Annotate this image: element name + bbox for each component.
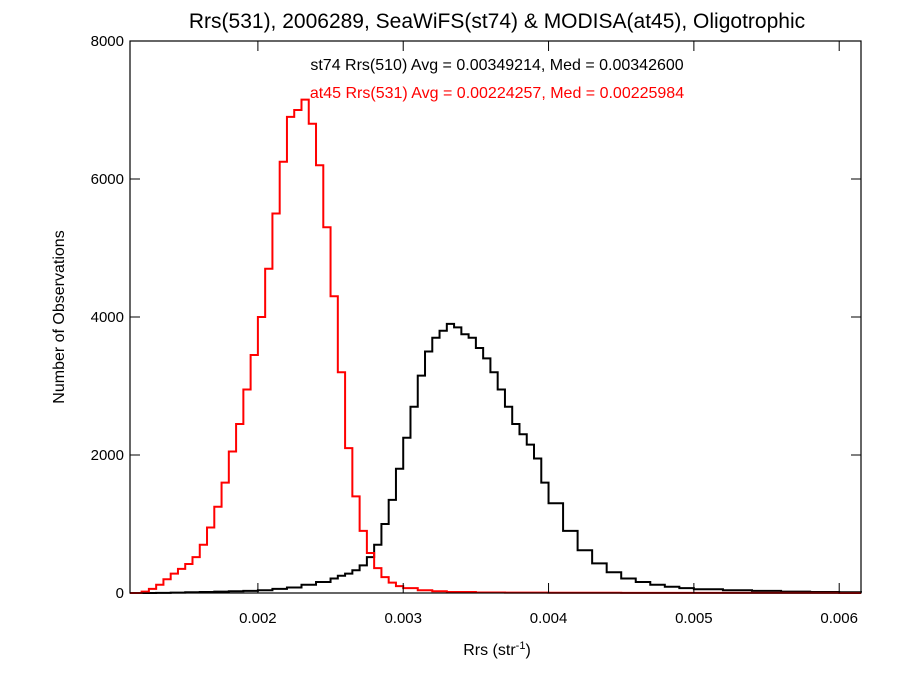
- plot-frame: [129, 40, 862, 594]
- x-tick-label: 0.002: [239, 610, 277, 627]
- annotation-st74: st74 Rrs(510) Avg = 0.00349214, Med = 0.…: [310, 57, 683, 74]
- x-tick-label: 0.006: [820, 610, 858, 627]
- y-tick-label: 8000: [91, 33, 124, 50]
- x-axis-ticks: 0.002 0.003 0.004 0.005 0.006: [239, 41, 858, 627]
- chart-title: Rrs(531), 2006289, SeaWiFS(st74) & MODIS…: [189, 10, 805, 33]
- series-layer: [130, 98, 862, 594]
- series-at45-histogram: [130, 98, 861, 594]
- y-tick-label: 6000: [91, 171, 124, 188]
- x-tick-label: 0.005: [675, 610, 713, 627]
- y-tick-label: 2000: [91, 447, 124, 464]
- y-tick-label: 4000: [91, 309, 124, 326]
- x-tick-label: 0.004: [530, 610, 568, 627]
- y-axis-label: Number of Observations: [51, 230, 68, 403]
- annotation-at45: at45 Rrs(531) Avg = 0.00224257, Med = 0.…: [310, 85, 684, 102]
- x-tick-label: 0.003: [384, 610, 422, 627]
- y-axis-ticks: 0 2000 4000 6000 8000: [91, 33, 861, 602]
- series-st74-histogram: [130, 322, 862, 594]
- y-tick-label: 0: [116, 585, 124, 602]
- x-axis-label: Rrs (str-1): [463, 640, 531, 659]
